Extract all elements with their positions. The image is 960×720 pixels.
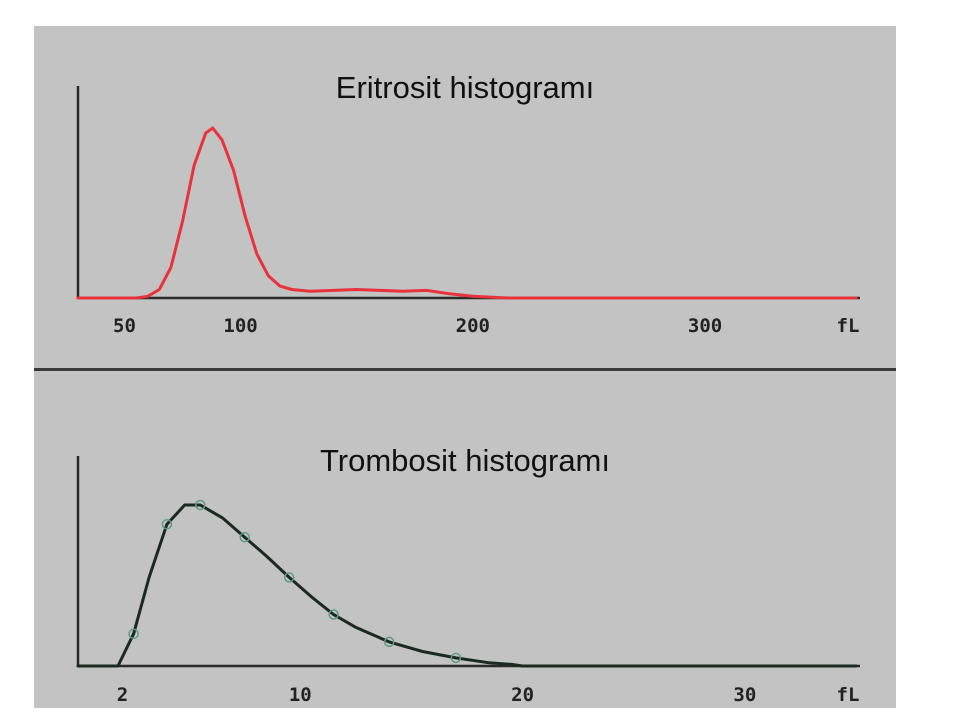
rbc-x-tick-label: 50 [113, 315, 136, 337]
plt-data-point [283, 572, 295, 583]
rbc-x-axis-unit: fL [837, 315, 860, 337]
plt-data-point [195, 499, 206, 511]
plt-series-line [76, 503, 858, 668]
plt-data-point [161, 519, 173, 530]
plt-chart-title: Trombosit histogramı [320, 443, 610, 478]
plt-data-point [128, 628, 139, 640]
rbc-x-tick-label: 100 [223, 315, 257, 337]
rbc-series-line [76, 126, 858, 300]
rbc-histogram-plot: 50 100 200 300 fL [76, 86, 860, 337]
panel-divider [34, 368, 896, 371]
plt-data-point [383, 636, 395, 648]
plt-data-point [328, 609, 339, 620]
plt-x-axis-unit: fL [837, 684, 860, 706]
plt-x-tick-label: 2 [117, 684, 128, 706]
plt-histogram-panel: Trombosit histogramı 2 10 20 30 fL [34, 371, 896, 708]
plt-data-point [450, 652, 462, 664]
rbc-x-tick-label: 200 [456, 315, 490, 337]
plt-data-point [239, 531, 250, 543]
plt-x-tick-label: 20 [511, 684, 534, 706]
rbc-chart-title: Eritrosit histogramı [335, 70, 595, 105]
histogram-figure: Eritrosit histogramı 50 100 200 300 fL Tromb… [34, 26, 896, 708]
plt-x-tick-label: 10 [289, 684, 312, 706]
rbc-x-tick-label: 300 [688, 315, 722, 337]
rbc-histogram-panel: Eritrosit histogramı 50 100 200 300 fL [34, 26, 896, 368]
plt-x-tick-label: 30 [733, 684, 756, 706]
plt-histogram-plot: 2 10 20 30 fL [76, 456, 860, 706]
